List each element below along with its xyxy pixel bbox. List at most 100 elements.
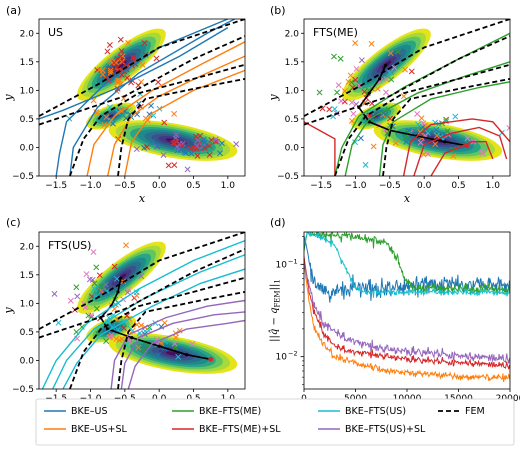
isoline (344, 61, 510, 176)
sample-marker (115, 109, 121, 116)
plot-background (304, 232, 510, 389)
y-tick-label: 10 (276, 353, 288, 363)
y-tick-label: 2.0 (20, 242, 35, 252)
sample-marker (415, 121, 422, 128)
x-tick-label: 1.0 (221, 181, 236, 191)
sample-marker (380, 109, 387, 116)
sample-marker (433, 132, 440, 139)
sample-marker (358, 57, 365, 64)
sample-marker (118, 48, 125, 54)
y-tick-label: 0.0 (20, 143, 35, 153)
y-tick-label: 1.5 (285, 58, 299, 68)
sample-marker (114, 55, 121, 62)
sample-marker (91, 285, 98, 292)
sample-marker (357, 135, 364, 142)
sample-marker (119, 336, 126, 342)
sample-marker (219, 140, 225, 147)
y-tick-label: 1.5 (20, 58, 34, 68)
series-bke-us (304, 235, 510, 303)
axes-frame (38, 18, 246, 177)
sample-marker (130, 54, 137, 61)
plot-area (39, 19, 245, 176)
isoline (39, 26, 229, 120)
sample-marker (183, 149, 189, 156)
sample-marker (114, 77, 121, 84)
isoline (86, 41, 245, 176)
isoline (413, 126, 508, 176)
sample-marker (383, 76, 390, 83)
sample-marker (101, 114, 108, 121)
sample-marker (86, 276, 93, 283)
sample-marker (113, 275, 120, 282)
isoline (382, 78, 510, 176)
sample-marker (109, 120, 116, 127)
sample-marker (388, 76, 395, 83)
sample-marker (341, 98, 348, 105)
sample-marker (395, 48, 401, 55)
sample-marker (117, 107, 124, 114)
sample-marker (450, 153, 457, 159)
sample-marker (348, 99, 355, 106)
sample-marker (181, 149, 188, 156)
sample-marker (352, 76, 359, 83)
legend-item: BKE–US+SL (44, 424, 127, 435)
sample-marker (359, 19, 365, 20)
panel-letter: (b) (270, 4, 286, 17)
sample-marker (111, 59, 118, 66)
sample-marker (189, 341, 196, 347)
y-tick-label: 2.0 (285, 29, 300, 39)
sample-marker (190, 145, 197, 152)
series-bke-fts-us- (41, 239, 245, 389)
legend-item: BKE–FTS(ME) (172, 406, 261, 417)
sample-marker (135, 344, 142, 351)
legend-label: BKE–US+SL (71, 424, 127, 435)
x-tick-label: −1.0 (345, 181, 367, 191)
sample-marker (414, 110, 421, 117)
sample-marker (424, 150, 431, 157)
sample-marker (387, 50, 394, 57)
sample-marker (408, 68, 415, 75)
contour-level (373, 114, 379, 118)
legend-label: BKE–FTS(US)+SL (345, 424, 426, 435)
y-axis-label-sub: FEM (274, 290, 282, 307)
isoline (430, 141, 494, 176)
sample-marker (420, 120, 427, 127)
sample-marker (114, 79, 121, 86)
y-tick-exponent: −1 (288, 257, 298, 265)
panel-c: −1.5−1.0−0.50.00.51.0−0.50.00.51.01.52.0… (2, 216, 246, 418)
panel-letter: (d) (270, 216, 286, 229)
sample-marker (96, 272, 103, 279)
y-axis-label: y (2, 94, 15, 102)
sample-marker (326, 106, 333, 113)
sample-marker (212, 138, 219, 145)
sample-marker (217, 150, 223, 157)
axes-frame (38, 231, 246, 390)
string-node (367, 91, 371, 95)
isoline (52, 254, 245, 389)
samples (316, 19, 510, 168)
x-tick-label: −1.0 (80, 181, 102, 191)
x-tick-label: 0.5 (186, 181, 200, 191)
y-tick-label: 0.5 (20, 115, 34, 125)
legend: BKE–US BKE–US+SL BKE–FTS(ME) BKE–FTS(ME)+SL… (35, 398, 515, 446)
isoline (304, 19, 510, 117)
y-tick-label: −0.5 (277, 172, 299, 182)
sample-marker (374, 85, 381, 92)
sample-marker (73, 284, 80, 291)
isoline (39, 35, 245, 126)
sample-marker (98, 283, 105, 290)
sample-marker (331, 53, 337, 60)
sample-marker (67, 297, 74, 304)
isoline (39, 19, 245, 117)
sample-marker (403, 138, 410, 145)
sample-marker (188, 150, 195, 157)
series-bke-fts-me-sl (304, 256, 510, 370)
sample-marker (443, 116, 450, 123)
panel-title: FTS(ME) (313, 26, 358, 39)
sample-marker (383, 89, 389, 96)
sample-marker (405, 127, 412, 134)
sample-marker (171, 110, 178, 117)
sample-marker (136, 330, 143, 337)
sample-marker (370, 143, 377, 150)
y-tick-label: 0.5 (20, 328, 34, 338)
